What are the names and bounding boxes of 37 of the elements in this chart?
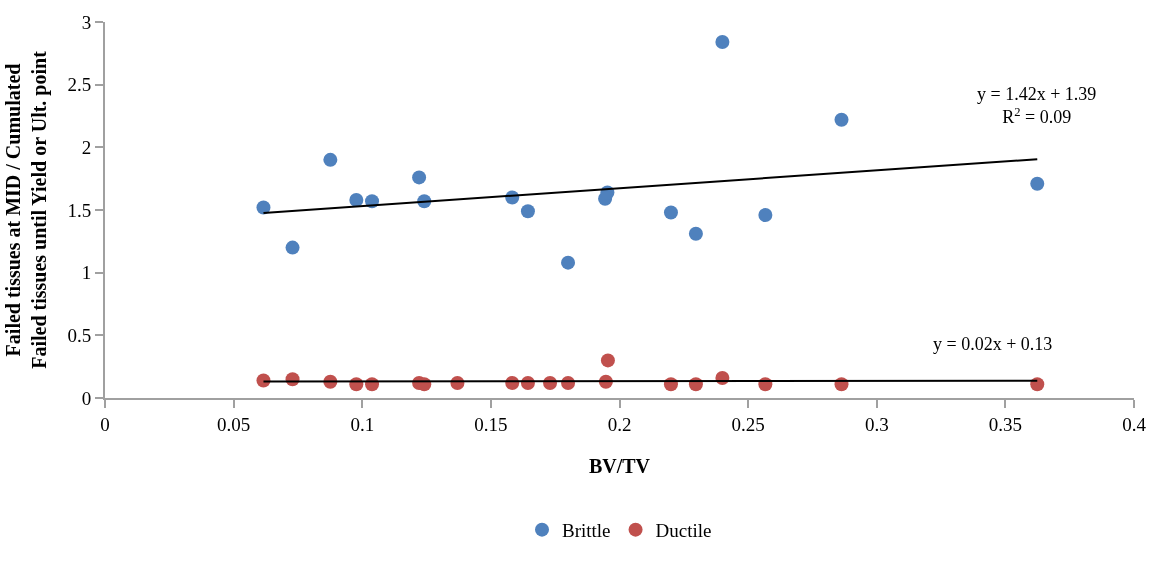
y-tick-label: 1 xyxy=(81,262,92,284)
point xyxy=(520,204,535,219)
point xyxy=(323,152,338,167)
x-tick-label: 0.1 xyxy=(350,413,375,435)
x-tick-label: 0.4 xyxy=(1122,413,1147,435)
point xyxy=(688,226,703,241)
point xyxy=(834,112,849,127)
x-tick-label: 0.3 xyxy=(864,413,889,435)
x-tick-label: 0.25 xyxy=(731,413,765,435)
x-tick-label: 0.35 xyxy=(988,413,1022,435)
point xyxy=(412,170,427,185)
point xyxy=(349,192,364,207)
x-tick-label: 0.2 xyxy=(607,413,632,435)
annotation: y = 0.02x + 0.13 xyxy=(933,334,1053,354)
y-tick-label: 3 xyxy=(81,11,92,33)
point xyxy=(663,205,678,220)
point xyxy=(758,208,773,222)
y-tick-label: 2.5 xyxy=(67,74,92,96)
annotation: y = 1.42x + 1.39 R$^{2}$ = 0.09 xyxy=(977,84,1097,128)
y-tick-label: 2 xyxy=(81,136,92,158)
y-axis-title: Failed tissues at MID / Cumulated Failed tissues until Yield or Ult. point xyxy=(2,50,52,369)
point xyxy=(600,353,615,368)
point xyxy=(715,35,730,50)
x-tick-label: 0.05 xyxy=(217,413,251,435)
point xyxy=(256,200,271,215)
y-tick-label: 0 xyxy=(81,387,92,409)
x-tick-label: 0 xyxy=(100,413,110,435)
point xyxy=(1030,377,1045,392)
y-tick-label: 1.5 xyxy=(67,199,92,221)
x-tick-label: 0.15 xyxy=(474,413,508,435)
y-tick-label: 0.5 xyxy=(67,324,92,346)
legend-label: Brittle xyxy=(562,520,611,542)
legend-label: Ductile xyxy=(655,520,712,542)
point xyxy=(285,240,300,255)
x-axis-title: BV/TV xyxy=(588,454,651,477)
point xyxy=(1030,176,1045,191)
point xyxy=(561,255,576,270)
